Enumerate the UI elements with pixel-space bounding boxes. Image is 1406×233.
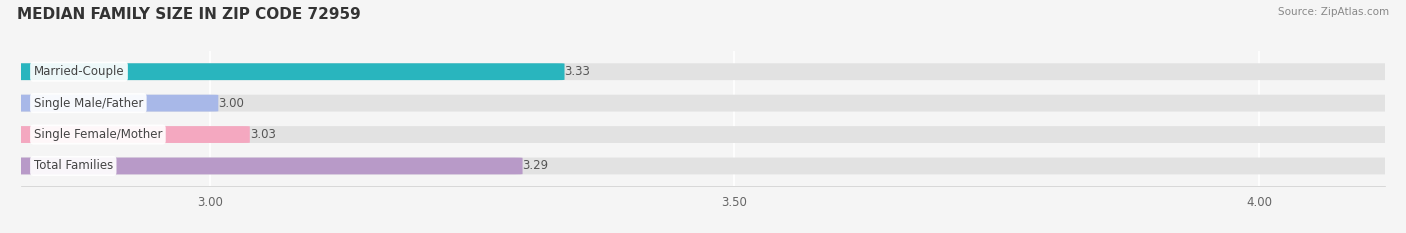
Text: Total Families: Total Families: [34, 159, 112, 172]
Text: MEDIAN FAMILY SIZE IN ZIP CODE 72959: MEDIAN FAMILY SIZE IN ZIP CODE 72959: [17, 7, 360, 22]
Text: Married-Couple: Married-Couple: [34, 65, 124, 78]
FancyBboxPatch shape: [13, 158, 1393, 174]
FancyBboxPatch shape: [13, 95, 1393, 112]
FancyBboxPatch shape: [13, 63, 565, 80]
Text: 3.29: 3.29: [523, 159, 548, 172]
FancyBboxPatch shape: [13, 126, 250, 143]
FancyBboxPatch shape: [13, 63, 1393, 80]
Text: Source: ZipAtlas.com: Source: ZipAtlas.com: [1278, 7, 1389, 17]
FancyBboxPatch shape: [13, 126, 1393, 143]
Text: Single Female/Mother: Single Female/Mother: [34, 128, 162, 141]
Text: 3.03: 3.03: [250, 128, 276, 141]
FancyBboxPatch shape: [13, 95, 218, 112]
Text: Single Male/Father: Single Male/Father: [34, 97, 143, 110]
Text: 3.33: 3.33: [565, 65, 591, 78]
FancyBboxPatch shape: [13, 158, 523, 174]
Text: 3.00: 3.00: [218, 97, 245, 110]
